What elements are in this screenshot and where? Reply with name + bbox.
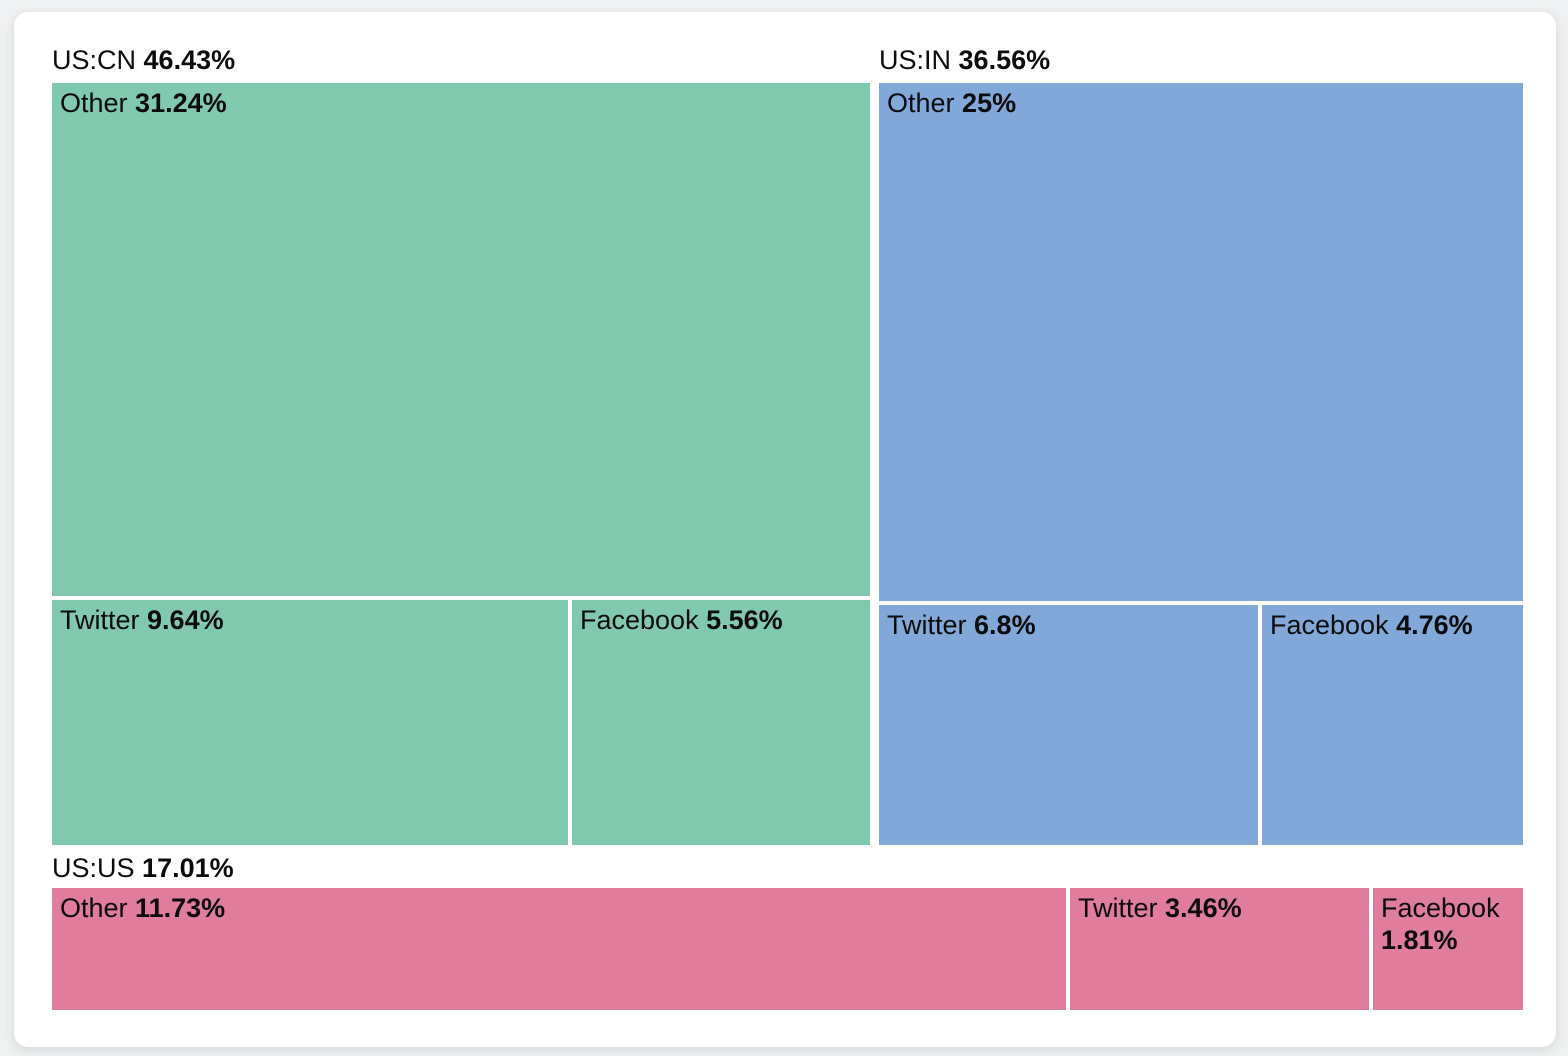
cell-label: Twitter: [1078, 893, 1158, 923]
cell-label: Other: [60, 893, 128, 923]
cell-label: Facebook: [1270, 610, 1389, 640]
cell-pct: 1.81%: [1381, 925, 1458, 955]
cell-pct: 6.8%: [974, 610, 1036, 640]
group-name: US:IN: [879, 45, 952, 75]
cell-label: Facebook: [1381, 893, 1500, 923]
treemap-cell-us-cn-facebook[interactable]: Facebook 5.56%: [572, 600, 870, 845]
cell-pct: 5.56%: [706, 605, 783, 635]
treemap-cell-us-us-facebook[interactable]: Facebook 1.81%: [1373, 888, 1523, 1010]
cell-pct: 4.76%: [1396, 610, 1473, 640]
treemap-cell-us-cn-other[interactable]: Other 31.24%: [52, 83, 870, 596]
group-pct: 46.43%: [143, 45, 236, 75]
cell-pct: 9.64%: [147, 605, 224, 635]
treemap-cell-us-cn-twitter[interactable]: Twitter 9.64%: [52, 600, 568, 845]
cell-label: Facebook: [580, 605, 699, 635]
treemap-cell-us-in-facebook[interactable]: Facebook 4.76%: [1262, 605, 1523, 845]
treemap-cell-us-us-other[interactable]: Other 11.73%: [52, 888, 1066, 1010]
group-header-us-cn: US:CN 46.43%: [52, 45, 235, 75]
cell-pct: 25%: [962, 88, 1017, 118]
group-name: US:US: [52, 853, 135, 883]
group-header-us-us: US:US 17.01%: [52, 853, 234, 883]
cell-label: Twitter: [60, 605, 140, 635]
cell-label: Other: [887, 88, 955, 118]
group-header-us-in: US:IN 36.56%: [879, 45, 1050, 75]
group-pct: 17.01%: [142, 853, 234, 883]
treemap-cell-us-in-other[interactable]: Other 25%: [879, 83, 1523, 601]
treemap-cell-us-us-twitter[interactable]: Twitter 3.46%: [1070, 888, 1369, 1010]
group-pct: 36.56%: [958, 45, 1051, 75]
cell-pct: 11.73%: [135, 893, 226, 923]
cell-label: Twitter: [887, 610, 967, 640]
cell-pct: 3.46%: [1165, 893, 1242, 923]
treemap-card: US:CN 46.43% Other 31.24% Twitter 9.64% …: [14, 12, 1556, 1047]
treemap-chart: US:CN 46.43% Other 31.24% Twitter 9.64% …: [14, 12, 1556, 1047]
group-name: US:CN: [52, 45, 137, 75]
cell-label: Other: [60, 88, 128, 118]
treemap-cell-us-in-twitter[interactable]: Twitter 6.8%: [879, 605, 1258, 845]
cell-pct: 31.24%: [135, 88, 227, 118]
